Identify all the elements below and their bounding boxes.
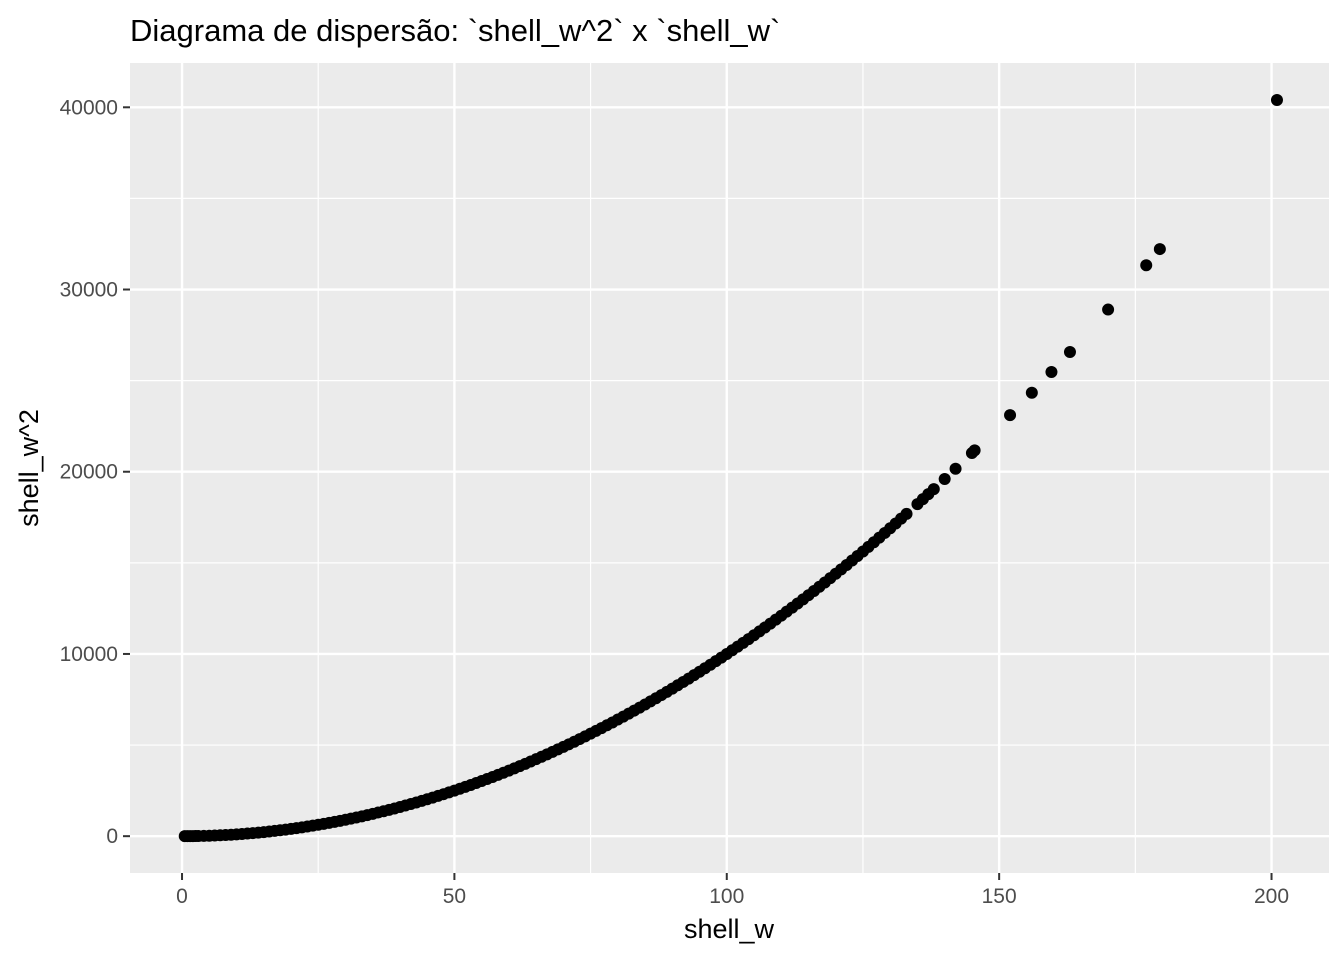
y-tick-label: 10000 [60, 643, 118, 666]
data-point [900, 507, 913, 520]
data-point [938, 473, 951, 486]
data-point [968, 444, 981, 457]
x-tick-label: 50 [443, 885, 466, 908]
x-axis-title: shell_w [684, 914, 775, 944]
data-point [1063, 346, 1076, 359]
x-tick-label: 100 [709, 885, 744, 908]
y-axis-title: shell_w^2 [14, 409, 44, 527]
y-tick-label: 20000 [60, 461, 118, 484]
y-tick-label: 40000 [60, 96, 118, 119]
data-point [1025, 386, 1038, 399]
data-point [1004, 409, 1017, 422]
chart-title: Diagrama de dispersão: `shell_w^2` x `sh… [130, 13, 780, 48]
y-tick-label: 30000 [60, 279, 118, 302]
y-axis: 0 10000 20000 30000 40000 [60, 96, 130, 848]
data-point [1140, 259, 1153, 272]
x-axis: 0 50 100 150 200 [176, 873, 1289, 908]
major-gridlines [130, 63, 1329, 873]
x-tick-label: 200 [1254, 885, 1289, 908]
data-point [1102, 303, 1115, 316]
minor-gridlines [130, 63, 1329, 873]
data-point [1045, 366, 1058, 379]
y-tick-label: 0 [106, 825, 118, 848]
data-point [1153, 243, 1166, 256]
data-point [949, 462, 962, 475]
plot-panel [130, 63, 1329, 873]
x-tick-label: 0 [176, 885, 188, 908]
data-point [1270, 93, 1283, 106]
data-points [178, 93, 1283, 843]
data-point [927, 483, 940, 496]
x-tick-label: 150 [982, 885, 1017, 908]
